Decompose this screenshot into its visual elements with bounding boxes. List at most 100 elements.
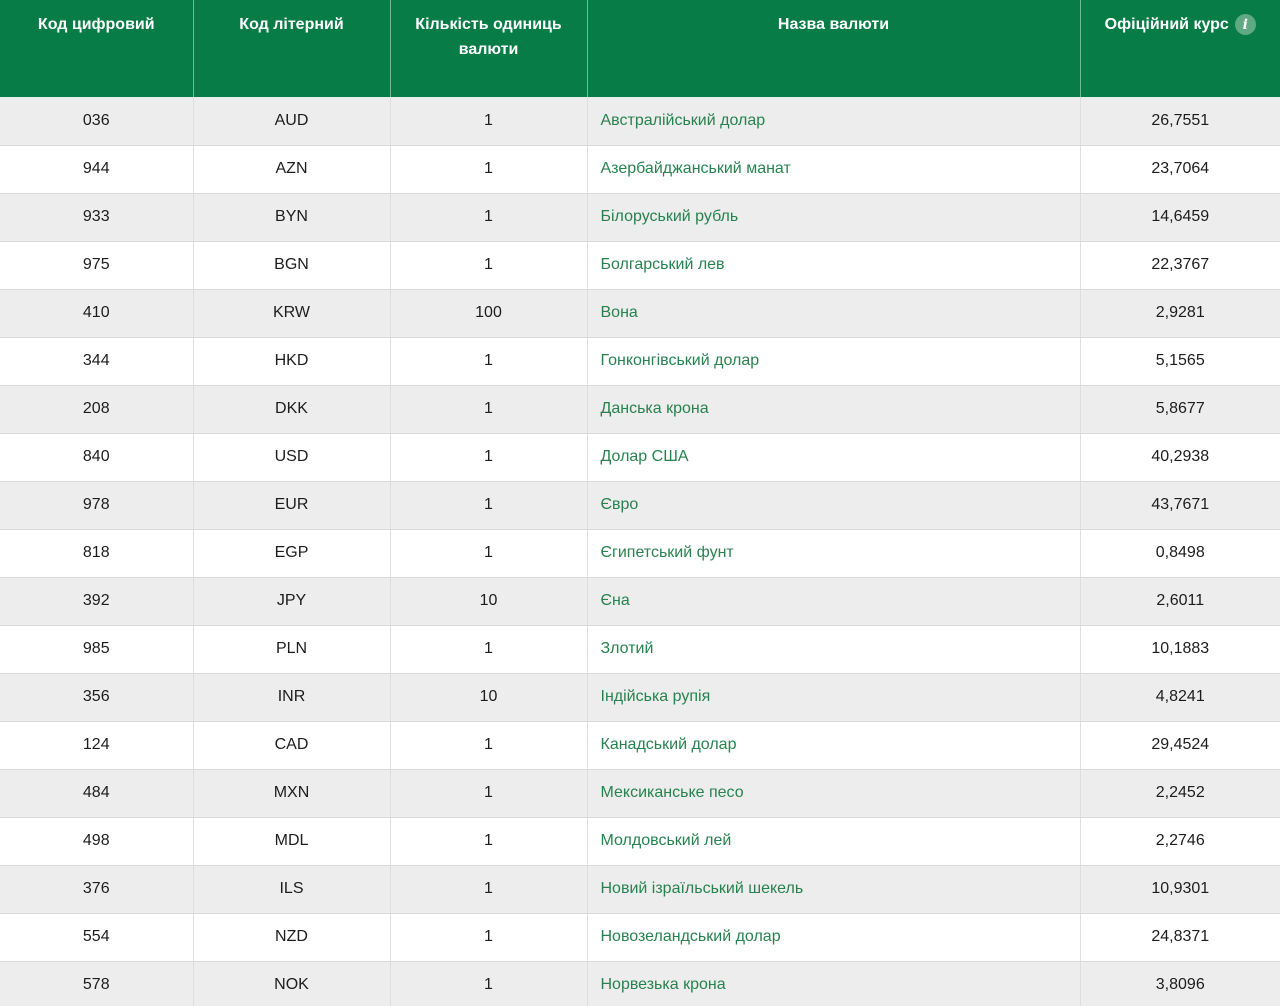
header-row: Код цифровий Код літерний Кількість один… (0, 0, 1280, 97)
letter-code-cell: INR (193, 673, 390, 721)
header-official-rate-label: Офіційний курс (1105, 12, 1229, 37)
table-row: 498 MDL 1 Молдовський лей 2,2746 (0, 817, 1280, 865)
currency-name-link[interactable]: Австралійський долар (601, 112, 766, 129)
table-row: 944 AZN 1 Азербайджанський манат 23,7064 (0, 145, 1280, 193)
official-rate-cell: 2,9281 (1080, 289, 1280, 337)
currency-name-link[interactable]: Долар США (601, 448, 689, 465)
letter-code-cell: EUR (193, 481, 390, 529)
header-official-rate: Офіційний курс i (1080, 0, 1280, 97)
units-cell: 1 (390, 385, 587, 433)
official-rate-cell: 14,6459 (1080, 193, 1280, 241)
units-cell: 1 (390, 625, 587, 673)
currency-name-link[interactable]: Новий ізраїльський шекель (601, 880, 804, 897)
numeric-code-cell: 554 (0, 913, 193, 961)
letter-code-cell: BGN (193, 241, 390, 289)
units-cell: 1 (390, 337, 587, 385)
currency-name-link[interactable]: Єна (601, 592, 630, 609)
numeric-code-cell: 975 (0, 241, 193, 289)
numeric-code-cell: 124 (0, 721, 193, 769)
table-row: 840 USD 1 Долар США 40,2938 (0, 433, 1280, 481)
numeric-code-cell: 985 (0, 625, 193, 673)
numeric-code-cell: 376 (0, 865, 193, 913)
table-row: 484 MXN 1 Мексиканське песо 2,2452 (0, 769, 1280, 817)
currency-name-cell: Злотий (587, 625, 1080, 673)
letter-code-cell: ILS (193, 865, 390, 913)
header-numeric-code: Код цифровий (0, 0, 193, 97)
official-rate-cell: 24,8371 (1080, 913, 1280, 961)
letter-code-cell: DKK (193, 385, 390, 433)
currency-name-cell: Новозеландський долар (587, 913, 1080, 961)
currency-name-link[interactable]: Новозеландський долар (601, 928, 781, 945)
numeric-code-cell: 944 (0, 145, 193, 193)
table-row: 978 EUR 1 Євро 43,7671 (0, 481, 1280, 529)
letter-code-cell: HKD (193, 337, 390, 385)
currency-name-link[interactable]: Білоруський рубль (601, 208, 739, 225)
official-rate-cell: 3,8096 (1080, 961, 1280, 1006)
header-units: Кількість одиниць валюти (390, 0, 587, 97)
letter-code-cell: USD (193, 433, 390, 481)
letter-code-cell: MXN (193, 769, 390, 817)
numeric-code-cell: 818 (0, 529, 193, 577)
currency-name-link[interactable]: Злотий (601, 640, 654, 657)
currency-name-link[interactable]: Данська крона (601, 400, 709, 417)
official-rate-cell: 2,6011 (1080, 577, 1280, 625)
letter-code-cell: PLN (193, 625, 390, 673)
official-rate-cell: 4,8241 (1080, 673, 1280, 721)
currency-name-cell: Болгарський лев (587, 241, 1080, 289)
numeric-code-cell: 933 (0, 193, 193, 241)
table-row: 344 HKD 1 Гонконгівський долар 5,1565 (0, 337, 1280, 385)
currency-name-link[interactable]: Гонконгівський долар (601, 352, 760, 369)
currency-name-cell: Норвезька крона (587, 961, 1080, 1006)
numeric-code-cell: 578 (0, 961, 193, 1006)
units-cell: 1 (390, 961, 587, 1006)
currency-name-link[interactable]: Єгипетський фунт (601, 544, 734, 561)
units-cell: 1 (390, 97, 587, 145)
numeric-code-cell: 036 (0, 97, 193, 145)
header-letter-code: Код літерний (193, 0, 390, 97)
units-cell: 1 (390, 241, 587, 289)
units-cell: 1 (390, 865, 587, 913)
letter-code-cell: AZN (193, 145, 390, 193)
currency-name-cell: Мексиканське песо (587, 769, 1080, 817)
units-cell: 1 (390, 193, 587, 241)
currency-name-cell: Канадський долар (587, 721, 1080, 769)
table-row: 036 AUD 1 Австралійський долар 26,7551 (0, 97, 1280, 145)
numeric-code-cell: 484 (0, 769, 193, 817)
units-cell: 1 (390, 481, 587, 529)
currency-name-link[interactable]: Болгарський лев (601, 256, 725, 273)
table-row: 975 BGN 1 Болгарський лев 22,3767 (0, 241, 1280, 289)
currency-name-cell: Азербайджанський манат (587, 145, 1080, 193)
currency-name-cell: Білоруський рубль (587, 193, 1080, 241)
currency-name-link[interactable]: Азербайджанський манат (601, 160, 791, 177)
currency-name-link[interactable]: Індійська рупія (601, 688, 711, 705)
letter-code-cell: NZD (193, 913, 390, 961)
currency-name-link[interactable]: Євро (601, 496, 639, 513)
table-row: 356 INR 10 Індійська рупія 4,8241 (0, 673, 1280, 721)
currency-name-cell: Євро (587, 481, 1080, 529)
currency-name-link[interactable]: Мексиканське песо (601, 784, 744, 801)
currency-name-cell: Індійська рупія (587, 673, 1080, 721)
header-currency-name: Назва валюти (587, 0, 1080, 97)
currency-name-cell: Гонконгівський долар (587, 337, 1080, 385)
numeric-code-cell: 498 (0, 817, 193, 865)
official-rate-cell: 22,3767 (1080, 241, 1280, 289)
numeric-code-cell: 392 (0, 577, 193, 625)
units-cell: 10 (390, 673, 587, 721)
currency-name-link[interactable]: Канадський долар (601, 736, 737, 753)
official-rate-cell: 43,7671 (1080, 481, 1280, 529)
table-row: 985 PLN 1 Злотий 10,1883 (0, 625, 1280, 673)
currency-name-link[interactable]: Молдовський лей (601, 832, 732, 849)
currency-name-link[interactable]: Норвезька крона (601, 976, 726, 993)
currency-name-link[interactable]: Вона (601, 304, 638, 321)
official-rate-cell: 5,8677 (1080, 385, 1280, 433)
official-rate-cell: 26,7551 (1080, 97, 1280, 145)
table-row: 376 ILS 1 Новий ізраїльський шекель 10,9… (0, 865, 1280, 913)
letter-code-cell: BYN (193, 193, 390, 241)
numeric-code-cell: 356 (0, 673, 193, 721)
info-icon[interactable]: i (1235, 14, 1256, 35)
units-cell: 1 (390, 913, 587, 961)
official-rate-cell: 23,7064 (1080, 145, 1280, 193)
table-row: 818 EGP 1 Єгипетський фунт 0,8498 (0, 529, 1280, 577)
currency-name-cell: Молдовський лей (587, 817, 1080, 865)
table-row: 578 NOK 1 Норвезька крона 3,8096 (0, 961, 1280, 1006)
